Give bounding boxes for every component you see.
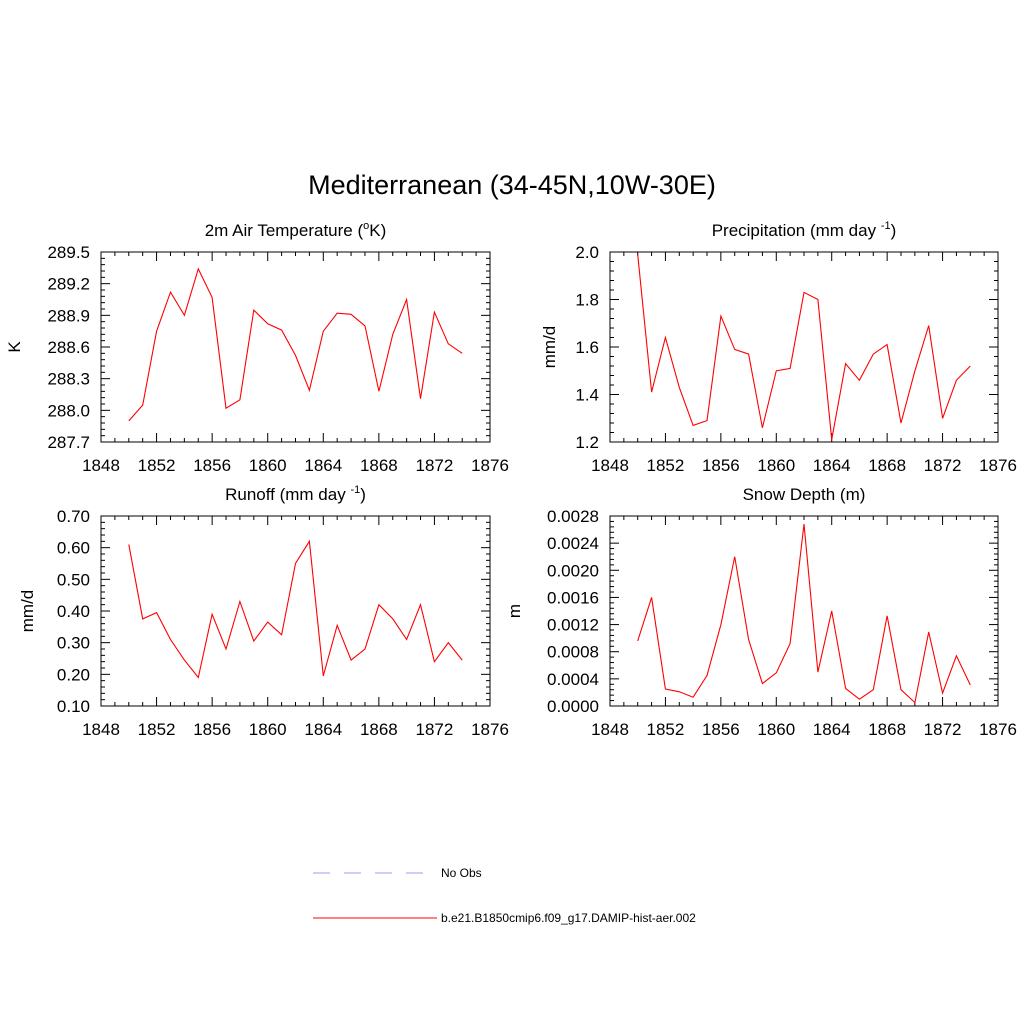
y-tick-label: 2.0 [575, 243, 599, 262]
x-tick-label: 1860 [249, 720, 287, 739]
series-line [128, 539, 463, 679]
x-tick-label: 1876 [979, 456, 1017, 475]
y-tick-label: 0.70 [57, 507, 90, 526]
x-tick-label: 1868 [360, 720, 398, 739]
y-tick-label: 288.0 [47, 401, 90, 420]
chart-panel-2: 1848 1852 1856 1860 1864 1868 1872 1876 1.2 1.4 1.… [540, 220, 1017, 475]
y-tick-label: 0.0012 [547, 616, 599, 635]
y-tick-label: 0.60 [57, 539, 90, 558]
x-tick-label: 1848 [82, 720, 120, 739]
x-tick-label: 1864 [813, 720, 851, 739]
x-tick-label: 1864 [304, 456, 342, 475]
x-tick-label: 1852 [647, 720, 685, 739]
chart-panel-1: 1848 1852 1856 1860 1864 1868 1872 1876 287.7 288… [5, 220, 509, 475]
y-tick-label: 0.0024 [547, 534, 599, 553]
y-tick-label: 288.3 [47, 370, 90, 389]
x-tick-label: 1876 [471, 456, 509, 475]
x-tick-label: 1856 [193, 456, 231, 475]
y-tick-label: 0.0020 [547, 561, 599, 580]
y-tick-label: 0.0028 [547, 507, 599, 526]
plot-frame [100, 515, 491, 707]
x-tick-label: 1860 [757, 720, 795, 739]
y-tick-label: 288.9 [47, 306, 90, 325]
y-tick-label: 0.10 [57, 697, 90, 716]
y-tick-label: 289.5 [47, 243, 90, 262]
x-tick-label: 1872 [416, 720, 454, 739]
y-tick-label: 0.20 [57, 665, 90, 684]
x-tick-label: 1856 [193, 720, 231, 739]
x-tick-label: 1848 [591, 456, 629, 475]
x-tick-label: 1852 [138, 720, 176, 739]
x-tick-label: 1872 [924, 456, 962, 475]
panel-title: Precipitation (mm day -1) [712, 220, 897, 240]
y-axis-label: mm/d [540, 326, 559, 369]
x-tick-label: 1860 [249, 456, 287, 475]
x-tick-label: 1864 [304, 720, 342, 739]
figure-title: Mediterranean (34-45N,10W-30E) [308, 170, 716, 200]
y-tick-label: 288.6 [47, 338, 90, 357]
y-tick-label: 0.0000 [547, 697, 599, 716]
y-tick-label: 289.2 [47, 275, 90, 294]
x-tick-label: 1856 [702, 720, 740, 739]
legend-label-model: b.e21.B1850cmip6.f09_g17.DAMIP-hist-aer.… [441, 911, 696, 925]
panel-title: Snow Depth (m) [743, 485, 866, 504]
y-axis-label: mm/d [18, 590, 37, 633]
y-tick-label: 0.0004 [547, 670, 599, 689]
series-line [637, 524, 971, 704]
y-axis-label: m [505, 604, 524, 618]
x-tick-label: 1848 [591, 720, 629, 739]
y-tick-label: 287.7 [47, 433, 90, 452]
x-tick-label: 1868 [868, 720, 906, 739]
series-line [128, 267, 463, 422]
y-tick-label: 0.0008 [547, 643, 599, 662]
y-axis-label: K [5, 341, 24, 353]
x-tick-label: 1860 [757, 456, 795, 475]
y-tick-label: 0.0016 [547, 588, 599, 607]
y-tick-label: 1.4 [575, 386, 599, 405]
y-tick-label: 0.50 [57, 570, 90, 589]
x-tick-label: 1876 [979, 720, 1017, 739]
y-tick-label: 1.8 [575, 291, 599, 310]
x-tick-label: 1872 [416, 456, 454, 475]
y-tick-label: 1.6 [575, 338, 599, 357]
x-tick-label: 1848 [82, 456, 120, 475]
y-tick-label: 1.2 [575, 433, 599, 452]
x-tick-label: 1864 [813, 456, 851, 475]
x-tick-label: 1868 [360, 456, 398, 475]
x-tick-label: 1868 [868, 456, 906, 475]
chart-panel-4: 1848 1852 1856 1860 1864 1868 1872 1876 0.0000 0.… [505, 485, 1017, 739]
series-line [637, 254, 971, 440]
x-tick-label: 1876 [471, 720, 509, 739]
legend-label-no-obs: No Obs [441, 866, 482, 880]
x-tick-label: 1856 [702, 456, 740, 475]
plot-frame [609, 515, 999, 707]
chart-panel-3: 1848 1852 1856 1860 1864 1868 1872 1876 0.10 0.20… [18, 484, 509, 739]
panel-title: Runoff (mm day -1) [225, 484, 366, 504]
panel-title: 2m Air Temperature (oK) [205, 220, 387, 240]
y-tick-label: 0.40 [57, 602, 90, 621]
plot-frame [100, 251, 491, 443]
x-tick-label: 1872 [924, 720, 962, 739]
y-tick-label: 0.30 [57, 634, 90, 653]
x-tick-label: 1852 [138, 456, 176, 475]
x-tick-label: 1852 [647, 456, 685, 475]
